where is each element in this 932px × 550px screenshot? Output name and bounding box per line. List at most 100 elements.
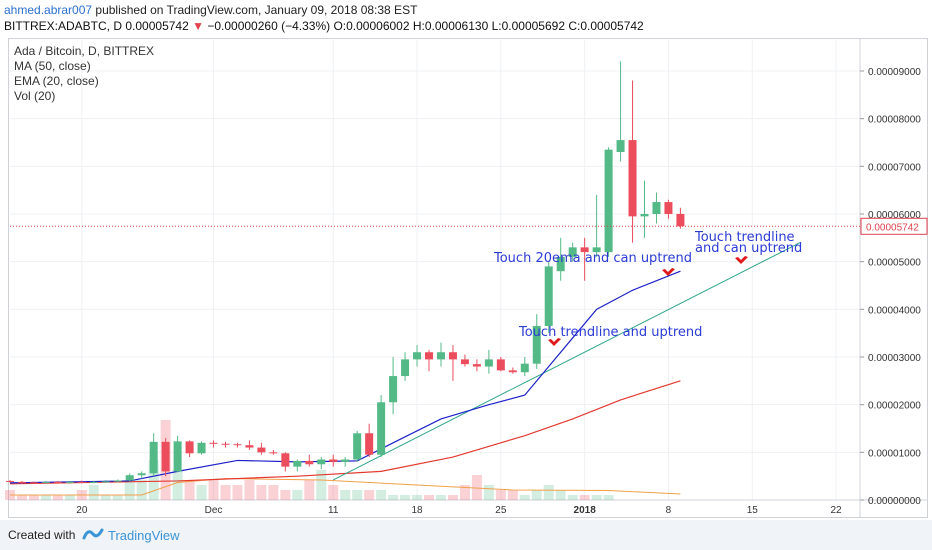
volume-ma-line: [10, 477, 681, 496]
volume-bar: [88, 485, 99, 500]
candle-body: [389, 376, 398, 403]
volume-bar: [40, 495, 51, 500]
publish-line: ahmed.abrar007 published on TradingView.…: [4, 3, 417, 17]
candle-body: [221, 443, 230, 445]
candle-body: [544, 266, 553, 327]
candle-body: [317, 459, 326, 465]
volume-bar: [603, 495, 614, 500]
x-tick-label: 18: [411, 505, 423, 516]
volume-bar: [196, 485, 207, 500]
down-arrow-icon: [548, 338, 561, 346]
candle-body: [472, 364, 481, 367]
candle-body: [496, 359, 505, 371]
x-tick-label: 11: [328, 505, 339, 516]
candle-body: [41, 481, 50, 483]
trendline[interactable]: [333, 242, 801, 481]
candle-body: [604, 149, 613, 253]
candle-body: [508, 370, 517, 373]
candle-body: [484, 359, 493, 367]
candle-body: [101, 481, 110, 483]
y-tick-label: 0.00000000: [868, 496, 921, 507]
y-tick-label: 0.00006000: [868, 210, 921, 221]
ohlc-values: O:0.00006002 H:0.00006130 L:0.00005692 C…: [333, 19, 644, 33]
volume-bar: [400, 495, 411, 500]
candle-body: [413, 352, 422, 360]
volume-bar: [304, 480, 315, 500]
legend-vol[interactable]: Vol (20): [14, 89, 56, 103]
volume-bar: [268, 485, 279, 500]
y-tick-label: 0.00002000: [868, 401, 921, 412]
price-change: −0.00000260 (−4.33%): [207, 19, 331, 33]
volume-bar: [316, 470, 327, 500]
volume-bar: [28, 495, 39, 500]
y-tick-label: 0.00003000: [868, 353, 921, 364]
candle-body: [460, 359, 469, 365]
candle-body: [520, 363, 529, 373]
candle-body: [161, 441, 170, 472]
candle-body: [113, 480, 122, 482]
publish-header: ahmed.abrar007 published on TradingView.…: [0, 0, 932, 38]
candle-body: [592, 247, 601, 253]
legend-title: Ada / Bitcoin, D, BITTREX: [14, 44, 155, 58]
symbol-line: BITTREX:ADABTC, D 0.00005742 ▼ −0.000002…: [4, 19, 644, 33]
down-arrow-icon: [735, 256, 748, 264]
volume-bar: [256, 485, 267, 500]
last-price-tag: [860, 217, 928, 235]
author-link[interactable]: ahmed.abrar007: [4, 3, 93, 17]
volume-bar: [124, 480, 135, 500]
y-tick-label: 0.00008000: [868, 115, 921, 126]
volume-bar: [483, 485, 494, 500]
volume-bar: [579, 495, 590, 500]
volume-bar: [136, 480, 147, 500]
candle-body: [6, 480, 14, 482]
candle-body: [664, 202, 673, 214]
candle-body: [281, 453, 290, 467]
published-text: published on TradingView.com, January 09…: [95, 3, 418, 17]
x-tick-label: 8: [666, 505, 672, 516]
down-triangle-icon: ▼: [192, 19, 204, 33]
volume-bar: [328, 485, 339, 500]
tradingview-brand[interactable]: TradingView: [108, 528, 180, 543]
y-tick-label: 0.00001000: [868, 448, 921, 459]
price-chart[interactable]: 0.00009000 0.00008000 0.00007000 0.00006000…: [0, 0, 932, 520]
annotation-text: Touch trendline and uptrend: [518, 325, 702, 340]
candle-body: [436, 352, 445, 360]
created-with-text: Created with: [8, 528, 76, 542]
annotation-text: Touch 20ema and can uptrend: [493, 251, 692, 266]
chart-legend: Ada / Bitcoin, D, BITTREX MA (50, close)…: [14, 44, 154, 104]
candle-body: [676, 213, 685, 227]
x-tick-label: 15: [747, 505, 759, 516]
candle-body: [89, 481, 98, 483]
candle-body: [17, 481, 26, 483]
x-tick-label: 2018: [574, 505, 597, 516]
candle-body: [341, 459, 350, 462]
volume-bar: [424, 495, 435, 500]
candle-body: [353, 433, 362, 460]
chart-frame[interactable]: [8, 38, 928, 518]
tradingview-logo-icon[interactable]: [82, 526, 104, 547]
volume-bar: [388, 495, 399, 500]
x-tick-label: 22: [830, 505, 842, 516]
volume-bar: [447, 495, 458, 500]
candle-body: [233, 444, 242, 446]
candle-body: [640, 213, 649, 217]
y-tick-label: 0.00004000: [868, 305, 921, 316]
candle-body: [53, 481, 62, 483]
volume-bar: [591, 495, 602, 500]
volume-bar: [220, 485, 231, 500]
volume-bar: [364, 490, 375, 500]
candle-body: [425, 352, 434, 360]
x-tick-label: 20: [76, 505, 88, 516]
volume-bar: [459, 485, 470, 500]
legend-ema[interactable]: EMA (20, close): [14, 74, 99, 88]
volume-bar: [495, 490, 506, 500]
candle-body: [532, 326, 541, 364]
legend-ma[interactable]: MA (50, close): [14, 59, 91, 73]
candle-body: [197, 442, 206, 454]
candle-body: [65, 481, 74, 483]
volume-bar: [292, 490, 303, 500]
volume-bar: [376, 490, 387, 500]
candle-body: [377, 402, 386, 455]
volume-bar: [100, 495, 111, 500]
candle-body: [628, 140, 637, 217]
